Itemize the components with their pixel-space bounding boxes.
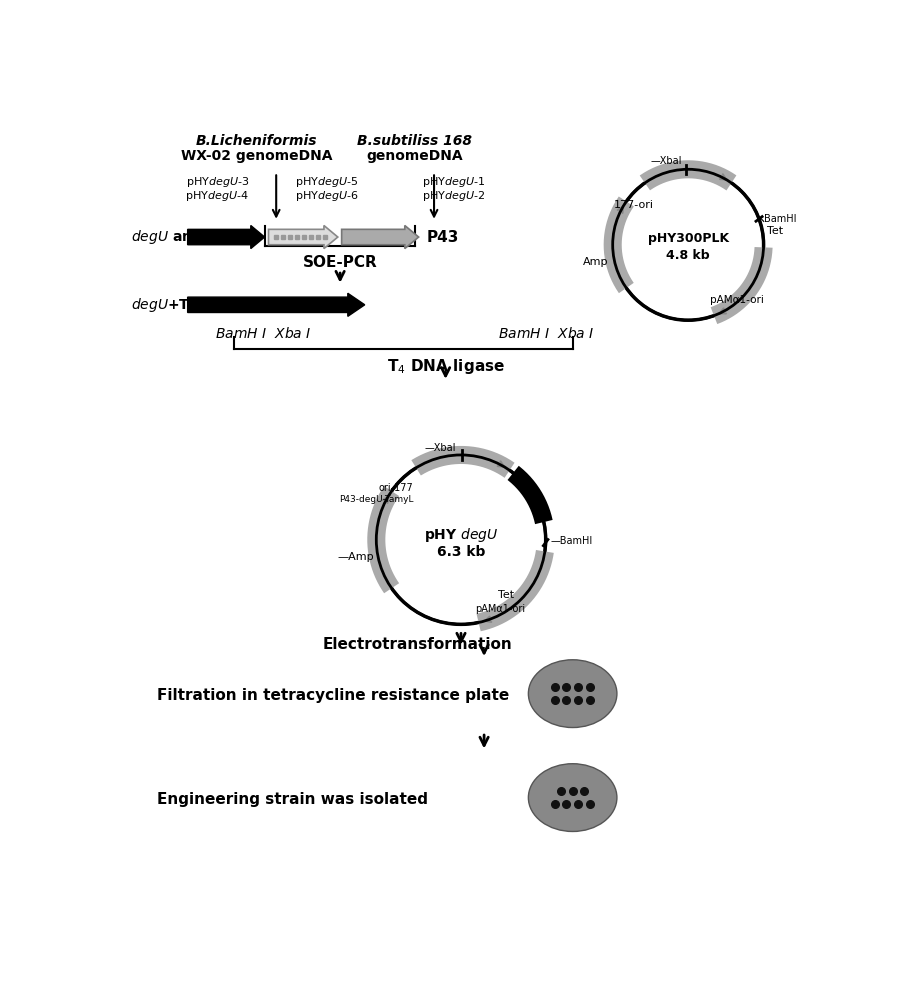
Text: SOE-PCR: SOE-PCR (303, 255, 377, 270)
Text: WX-02 genomeDNA: WX-02 genomeDNA (181, 149, 332, 163)
Text: —XbaI: —XbaI (650, 156, 682, 166)
Text: pHY$\it{degU}$-5: pHY$\it{degU}$-5 (295, 175, 359, 189)
Ellipse shape (528, 660, 617, 728)
Text: P43: P43 (427, 230, 459, 245)
Text: —Amp: —Amp (338, 552, 374, 562)
Text: —BamHI: —BamHI (550, 536, 593, 546)
Text: Tet: Tet (498, 590, 514, 600)
Text: genomeDNA: genomeDNA (366, 149, 463, 163)
FancyArrow shape (188, 225, 265, 249)
Text: pHY $\it{degU}$: pHY $\it{degU}$ (424, 526, 498, 544)
Ellipse shape (528, 764, 617, 831)
Text: Amp: Amp (584, 257, 609, 267)
FancyArrow shape (341, 225, 418, 249)
Text: Tet: Tet (768, 226, 784, 236)
Text: pHY$\it{degU}$-1: pHY$\it{degU}$-1 (422, 175, 486, 189)
Text: P43-degU-TamyL: P43-degU-TamyL (339, 495, 413, 504)
Text: B.Licheniformis: B.Licheniformis (196, 134, 318, 148)
Text: pHY300PLK: pHY300PLK (647, 232, 728, 245)
Text: Filtration in tetracycline resistance plate: Filtration in tetracycline resistance pl… (157, 688, 509, 703)
Text: $\it{degU}$+TamyL+P43: $\it{degU}$+TamyL+P43 (131, 296, 272, 314)
Text: $\it{BamH\ I\ \ Xba\ I}$: $\it{BamH\ I\ \ Xba\ I}$ (498, 326, 594, 341)
Text: pHY$\it{degU}$-6: pHY$\it{degU}$-6 (295, 189, 359, 203)
Text: pAMα1-ori: pAMα1-ori (709, 295, 763, 305)
Text: pAMα1-ori: pAMα1-ori (475, 604, 525, 614)
Text: pHY$\it{degU}$-4: pHY$\it{degU}$-4 (185, 189, 250, 203)
Text: $\it{degU}$ and TamyL: $\it{degU}$ and TamyL (131, 228, 260, 246)
Text: BamHI: BamHI (764, 214, 797, 224)
Text: pHY$\it{degU}$-2: pHY$\it{degU}$-2 (422, 189, 486, 203)
Text: $\it{BamH\ I\ \ Xba\ I}$: $\it{BamH\ I\ \ Xba\ I}$ (215, 326, 312, 341)
Text: pHY$\it{degU}$-3: pHY$\it{degU}$-3 (186, 175, 250, 189)
Text: —XbaI: —XbaI (425, 443, 456, 453)
Text: 6.3 kb: 6.3 kb (436, 545, 485, 559)
Text: B.subtiliss 168: B.subtiliss 168 (357, 134, 472, 148)
Text: Electrotransformation: Electrotransformation (322, 637, 512, 652)
Text: 4.8 kb: 4.8 kb (666, 249, 710, 262)
Text: T$_4$ DNA ligase: T$_4$ DNA ligase (387, 357, 505, 376)
FancyArrow shape (188, 293, 365, 316)
Text: Engineering strain was isolated: Engineering strain was isolated (157, 792, 427, 807)
FancyArrow shape (269, 225, 338, 249)
Text: 177-ori: 177-ori (613, 200, 654, 210)
Text: ori-177: ori-177 (378, 483, 413, 493)
